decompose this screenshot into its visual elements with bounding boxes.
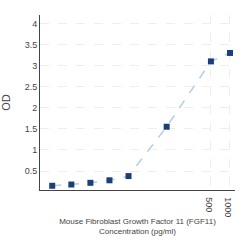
svg-text:2: 2 — [32, 103, 37, 113]
svg-text:1: 1 — [32, 145, 37, 155]
svg-text:Mouse Fibroblast Growth Factor: Mouse Fibroblast Growth Factor 11 (FGF11… — [59, 217, 216, 236]
svg-text:2.5: 2.5 — [25, 82, 38, 92]
svg-text:1.5: 1.5 — [25, 124, 38, 134]
svg-text:3: 3 — [32, 61, 37, 71]
svg-text:0.5: 0.5 — [25, 166, 38, 176]
svg-text:1000: 1000 — [223, 197, 233, 217]
svg-text:500: 500 — [204, 197, 214, 212]
svg-text:3.5: 3.5 — [25, 40, 38, 50]
svg-text:4: 4 — [32, 19, 37, 29]
svg-text:OD: OD — [0, 94, 12, 111]
